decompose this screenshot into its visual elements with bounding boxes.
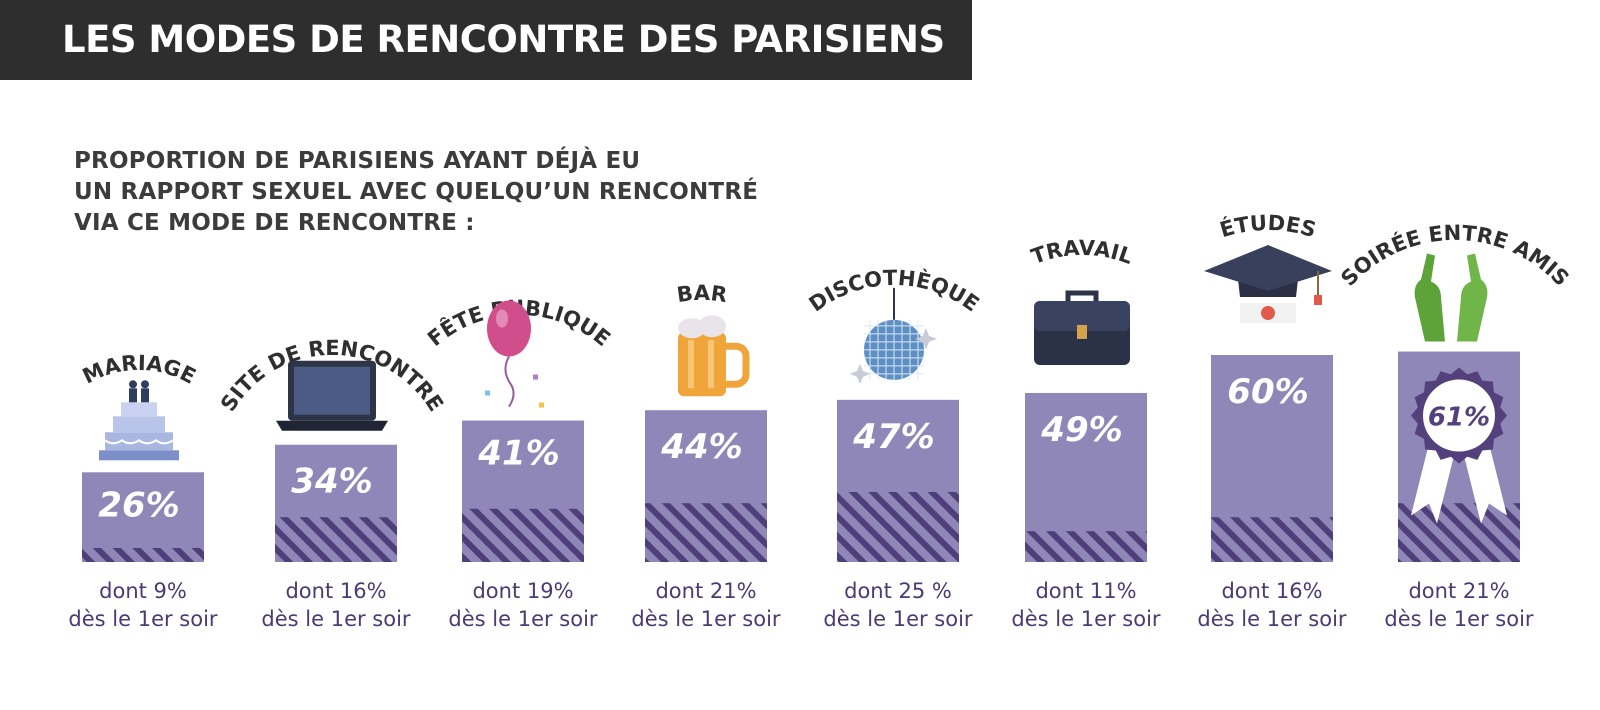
- bar-value-label: 41%: [477, 434, 559, 474]
- bar-hatched-part: [1211, 517, 1333, 562]
- first-night-note-suffix: dès le 1er soir: [1011, 607, 1161, 631]
- bar-value-label: 34%: [291, 462, 372, 502]
- chart-subtitle: PROPORTION DE PARISIENS AYANT DÉJÀ EU UN…: [74, 146, 758, 239]
- wedding-cake-icon: [99, 380, 179, 461]
- first-night-note-suffix: dès le 1er soir: [448, 607, 598, 631]
- subtitle-line-3: VIA CE MODE DE RENCONTRE :: [74, 210, 475, 236]
- first-night-note: dont 21%: [1408, 579, 1509, 603]
- category-label: SOIRÉE ENTRE AMIS: [1336, 221, 1573, 291]
- bar-hatched-part: [1398, 503, 1520, 562]
- bar-value-label: 26%: [98, 485, 179, 525]
- first-night-note: dont 16%: [1221, 579, 1322, 603]
- category-label: MARIAGE: [79, 351, 200, 389]
- first-night-note-suffix: dès le 1er soir: [68, 607, 218, 631]
- first-night-note: dont 21%: [655, 579, 756, 603]
- bar-value-label: 49%: [1040, 410, 1122, 450]
- bar-hatched-part: [1025, 531, 1147, 562]
- first-night-note: dont 16%: [285, 579, 386, 603]
- header-banner: LES MODES DE RENCONTRE DES PARISIENS: [0, 0, 972, 80]
- first-night-note-suffix: dès le 1er soir: [261, 607, 411, 631]
- beer-bottles-icon: [1414, 253, 1488, 342]
- bar-value-label: 44%: [660, 427, 742, 467]
- bar-hatched-part: [837, 492, 959, 562]
- bar-value-label: 60%: [1227, 372, 1308, 412]
- bar-hatched-part: [82, 548, 204, 562]
- bar: [82, 472, 204, 562]
- bar-hatched-part: [275, 517, 397, 562]
- first-night-note-suffix: dès le 1er soir: [823, 607, 973, 631]
- first-night-note-suffix: dès le 1er soir: [1384, 607, 1534, 631]
- first-night-note: dont 9%: [99, 579, 187, 603]
- category-label: ÉTUDES: [1217, 211, 1319, 242]
- subtitle-line-1: PROPORTION DE PARISIENS AYANT DÉJÀ EU: [74, 148, 641, 174]
- graduation-cap-icon: [1204, 245, 1332, 323]
- bar-hatched-part: [462, 508, 584, 562]
- category-label: TRAVAIL: [1028, 236, 1136, 269]
- page-title: LES MODES DE RENCONTRE DES PARISIENS: [62, 18, 945, 61]
- first-night-note-suffix: dès le 1er soir: [631, 607, 781, 631]
- subtitle-line-2: UN RAPPORT SEXUEL AVEC QUELQU’UN RENCONT…: [74, 179, 759, 205]
- rosette-center: [1423, 379, 1495, 452]
- laptop-icon: [276, 360, 388, 431]
- category-label: BAR: [675, 281, 728, 307]
- disco-ball-icon: [850, 287, 937, 384]
- beer-mug-icon: [678, 315, 750, 397]
- first-night-note: dont 19%: [472, 579, 573, 603]
- bar-value-label: 47%: [852, 417, 934, 457]
- bar-value-label: 61%: [1428, 403, 1490, 433]
- first-night-note: dont 11%: [1035, 579, 1136, 603]
- balloon-icon: [485, 300, 544, 408]
- briefcase-icon: [1034, 290, 1130, 365]
- first-night-note-suffix: dès le 1er soir: [1197, 607, 1347, 631]
- first-night-note: dont 25 %: [844, 579, 952, 603]
- bar-hatched-part: [645, 503, 767, 562]
